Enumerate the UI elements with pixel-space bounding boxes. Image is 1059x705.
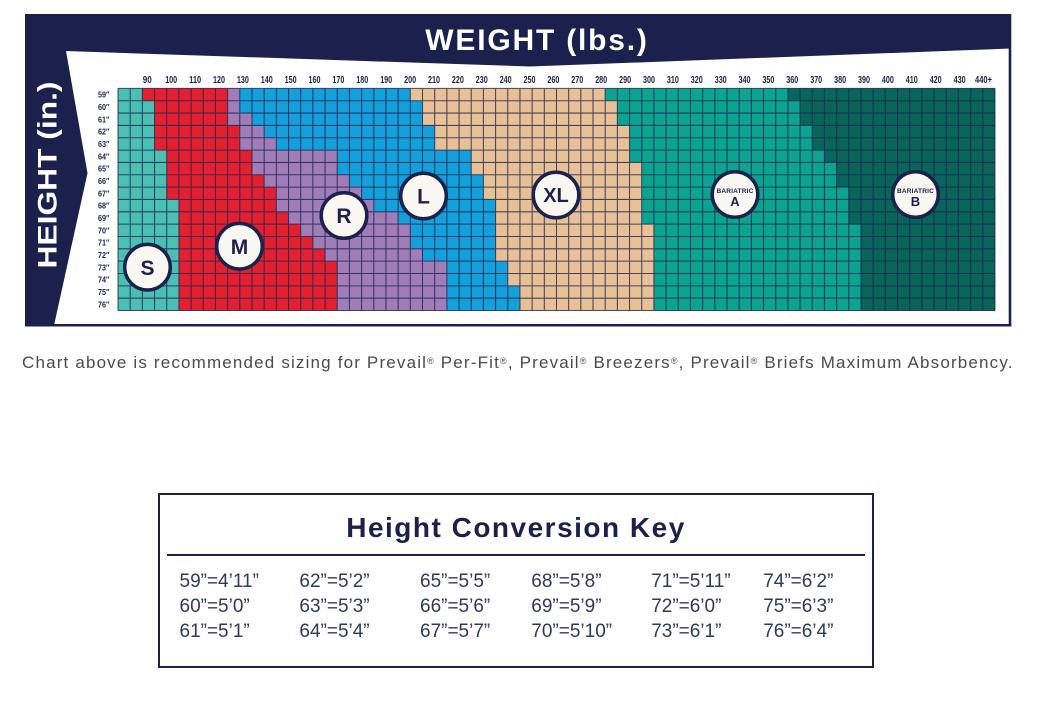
svg-text:74″: 74″ (98, 276, 110, 285)
svg-text:63″: 63″ (98, 140, 110, 149)
svg-text:190: 190 (380, 75, 392, 86)
svg-text:100: 100 (165, 75, 177, 86)
svg-text:67″: 67″ (98, 189, 110, 198)
svg-text:65″: 65″ (98, 165, 110, 174)
svg-text:90: 90 (143, 75, 152, 86)
svg-text:220: 220 (452, 75, 464, 86)
svg-text:410: 410 (906, 75, 918, 86)
svg-text:B: B (911, 194, 920, 209)
svg-text:210: 210 (428, 75, 440, 86)
svg-text:61″: 61″ (98, 115, 110, 124)
svg-text:290: 290 (619, 75, 631, 86)
svg-text:240: 240 (500, 75, 512, 86)
svg-text:70″: 70″ (98, 226, 110, 235)
svg-text:73″: 73″ (98, 263, 110, 272)
svg-text:75″: 75″ (98, 288, 110, 297)
svg-text:230: 230 (476, 75, 488, 86)
svg-text:390: 390 (858, 75, 870, 86)
svg-text:160: 160 (309, 75, 321, 86)
svg-text:350: 350 (762, 75, 774, 86)
svg-text:400: 400 (882, 75, 894, 86)
svg-text:R: R (336, 205, 351, 228)
svg-text:300: 300 (643, 75, 655, 86)
svg-text:L: L (417, 186, 430, 209)
svg-text:76″: 76″ (98, 300, 110, 309)
svg-text:71″: 71″ (98, 239, 110, 248)
svg-text:330: 330 (715, 75, 727, 86)
svg-text:180: 180 (356, 75, 368, 86)
svg-text:250: 250 (524, 75, 536, 86)
svg-text:64″: 64″ (98, 152, 110, 161)
svg-text:72″: 72″ (98, 251, 110, 260)
svg-text:200: 200 (404, 75, 416, 86)
svg-text:270: 270 (571, 75, 583, 86)
svg-text:S: S (140, 257, 154, 280)
svg-text:370: 370 (810, 75, 822, 86)
svg-text:320: 320 (691, 75, 703, 86)
svg-text:430: 430 (954, 75, 966, 86)
svg-text:110: 110 (189, 75, 201, 86)
svg-text:62″: 62″ (98, 128, 110, 137)
svg-text:M: M (231, 236, 249, 259)
svg-text:BARIATRIC: BARIATRIC (716, 188, 753, 195)
svg-text:68″: 68″ (98, 202, 110, 211)
svg-text:150: 150 (285, 75, 297, 86)
svg-text:310: 310 (667, 75, 679, 86)
svg-text:59″: 59″ (98, 91, 110, 100)
svg-text:260: 260 (547, 75, 559, 86)
svg-text:130: 130 (237, 75, 249, 86)
svg-text:360: 360 (786, 75, 798, 86)
svg-text:A: A (730, 194, 740, 209)
svg-text:340: 340 (739, 75, 751, 86)
svg-text:WEIGHT (lbs.): WEIGHT (lbs.) (425, 24, 648, 57)
svg-text:120: 120 (213, 75, 225, 86)
svg-text:170: 170 (332, 75, 344, 86)
svg-text:280: 280 (595, 75, 607, 86)
svg-text:HEIGHT (in.): HEIGHT (in.) (33, 82, 63, 269)
svg-text:66″: 66″ (98, 177, 110, 186)
svg-text:380: 380 (834, 75, 846, 86)
svg-text:140: 140 (261, 75, 273, 86)
svg-text:60″: 60″ (98, 103, 110, 112)
svg-text:440+: 440+ (975, 75, 992, 86)
svg-text:69″: 69″ (98, 214, 110, 223)
svg-text:BARIATRIC: BARIATRIC (897, 188, 934, 195)
svg-text:420: 420 (930, 75, 942, 86)
svg-text:XL: XL (543, 185, 569, 207)
